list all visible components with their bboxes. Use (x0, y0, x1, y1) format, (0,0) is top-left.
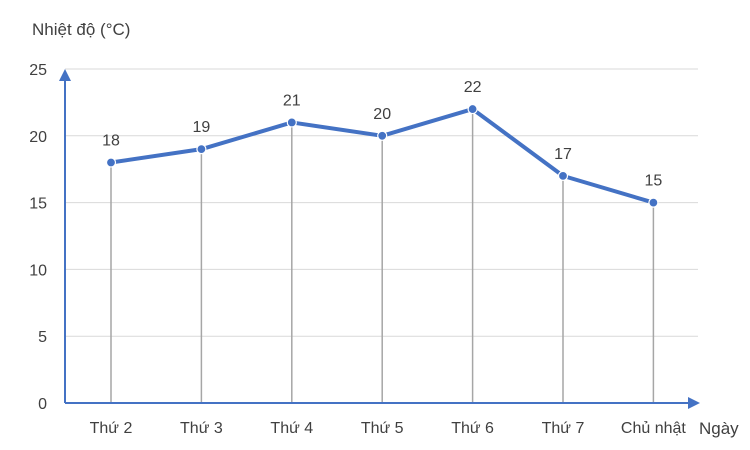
x-axis-label: Ngày (699, 419, 739, 438)
y-tick-label: 0 (38, 396, 47, 413)
data-point (286, 117, 297, 128)
data-label: 22 (464, 79, 482, 96)
x-tick-label: Thứ 4 (270, 420, 313, 437)
data-point (557, 170, 569, 181)
data-point (196, 144, 207, 155)
x-tick-label: Thứ 7 (542, 420, 585, 437)
drop-lines (110, 109, 655, 403)
y-tick-labels: 0 5 10 15 20 25 (29, 62, 47, 413)
x-tick-labels: Thứ 2 Thứ 3 Thứ 4 Thứ 5 Thứ 6 Thứ 7 Chủ nhật (90, 420, 687, 437)
axes (59, 69, 700, 409)
data-label: 20 (373, 106, 391, 123)
data-label: 15 (645, 173, 663, 190)
y-tick-label: 20 (29, 129, 47, 146)
x-tick-label: Thứ 3 (180, 420, 223, 437)
x-axis-arrow (688, 397, 700, 409)
x-tick-label: Thứ 5 (361, 420, 404, 437)
y-tick-label: 5 (38, 329, 47, 346)
data-label: 17 (554, 146, 572, 163)
y-tick-label: 10 (29, 262, 47, 279)
data-point (105, 157, 117, 168)
x-tick-label: Chủ nhật (621, 420, 686, 437)
series-temperature (105, 103, 659, 208)
y-tick-label: 15 (29, 196, 47, 213)
y-tick-label: 25 (29, 62, 47, 79)
x-tick-label: Thứ 6 (451, 420, 494, 437)
data-label: 21 (283, 92, 301, 109)
data-labels: 18 19 21 20 22 17 15 (102, 79, 662, 190)
data-label: 18 (102, 133, 120, 150)
data-label: 19 (193, 119, 211, 136)
y-axis-arrow (59, 69, 71, 81)
x-tick-label: Thứ 2 (90, 420, 133, 437)
data-point (467, 103, 478, 115)
y-axis-label: Nhiệt độ (°C) (32, 20, 130, 39)
data-point (648, 197, 659, 208)
data-point (377, 130, 388, 141)
